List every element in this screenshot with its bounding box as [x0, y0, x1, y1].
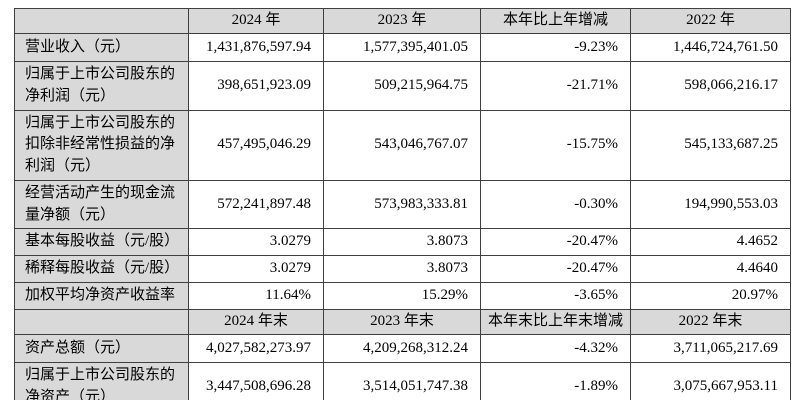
value-2022: 545,133,687.25 — [630, 109, 791, 181]
row-label: 归属于上市公司股东的净资产（元） — [14, 362, 189, 400]
header-2023-end: 2023 年末 — [323, 309, 481, 336]
value-change: -20.47% — [480, 228, 631, 257]
value-2024: 457,495,046.29 — [188, 109, 324, 181]
row-basic-eps: 基本每股收益（元/股） 3.0279 3.8073 -20.47% 4.4652 — [14, 228, 791, 257]
value-change: -20.47% — [480, 255, 631, 284]
value-change: -21.71% — [480, 61, 631, 111]
value-change: -9.23% — [480, 33, 631, 62]
value-2023: 543,046,767.07 — [323, 109, 481, 181]
value-2023: 509,215,964.75 — [323, 61, 481, 111]
header-2023: 2023 年 — [323, 8, 481, 34]
financial-summary-table: 2024 年 2023 年 本年比上年增减 2022 年 营业收入（元） 1,4… — [14, 8, 791, 400]
row-label: 营业收入（元） — [14, 33, 189, 62]
value-2022: 3,075,667,953.11 — [630, 362, 791, 400]
row-label: 基本每股收益（元/股） — [14, 228, 189, 257]
value-2023: 4,209,268,312.24 — [323, 334, 481, 364]
value-2022: 598,066,216.17 — [630, 61, 791, 111]
corner-cell — [14, 8, 189, 34]
header-2024-end: 2024 年末 — [188, 309, 324, 336]
value-2022: 1,446,724,761.50 — [630, 33, 791, 62]
value-2024: 1,431,876,597.94 — [188, 33, 324, 62]
row-label: 经营活动产生的现金流量净额（元） — [14, 179, 189, 230]
value-change: -3.65% — [480, 282, 631, 311]
value-2024: 3.0279 — [188, 255, 324, 284]
value-2023: 573,983,333.81 — [323, 179, 481, 230]
row-net-profit-attributable: 归属于上市公司股东的净利润（元） 398,651,923.09 509,215,… — [14, 61, 791, 111]
row-net-assets-attributable: 归属于上市公司股东的净资产（元） 3,447,508,696.28 3,514,… — [14, 362, 791, 400]
header-2024: 2024 年 — [188, 8, 324, 34]
annual-header-row: 2024 年 2023 年 本年比上年增减 2022 年 — [14, 8, 791, 34]
row-total-assets: 资产总额（元） 4,027,582,273.97 4,209,268,312.2… — [14, 334, 791, 364]
row-label: 归属于上市公司股东的扣除非经常性损益的净利润（元） — [14, 109, 189, 181]
header-yoy-change: 本年比上年增减 — [480, 8, 631, 34]
row-net-profit-excl-nonrecurring: 归属于上市公司股东的扣除非经常性损益的净利润（元） 457,495,046.29… — [14, 109, 791, 181]
value-2024: 572,241,897.48 — [188, 179, 324, 230]
value-change: -1.89% — [480, 362, 631, 400]
value-2024: 4,027,582,273.97 — [188, 334, 324, 364]
row-label: 加权平均净资产收益率 — [14, 282, 189, 311]
value-2024: 398,651,923.09 — [188, 61, 324, 111]
row-label: 归属于上市公司股东的净利润（元） — [14, 61, 189, 111]
header-2022-end: 2022 年末 — [630, 309, 791, 336]
header-2022: 2022 年 — [630, 8, 791, 34]
corner-cell — [14, 309, 189, 336]
period-end-header-row: 2024 年末 2023 年末 本年末比上年末增减 2022 年末 — [14, 309, 791, 336]
row-label: 稀释每股收益（元/股） — [14, 255, 189, 284]
row-weighted-avg-roe: 加权平均净资产收益率 11.64% 15.29% -3.65% 20.97% — [14, 282, 791, 311]
value-change: -4.32% — [480, 334, 631, 364]
row-diluted-eps: 稀释每股收益（元/股） 3.0279 3.8073 -20.47% 4.4640 — [14, 255, 791, 284]
value-2023: 15.29% — [323, 282, 481, 311]
value-2022: 4.4640 — [630, 255, 791, 284]
row-operating-revenue: 营业收入（元） 1,431,876,597.94 1,577,395,401.0… — [14, 33, 791, 62]
value-2023: 1,577,395,401.05 — [323, 33, 481, 62]
value-2024: 3.0279 — [188, 228, 324, 257]
value-change: -15.75% — [480, 109, 631, 181]
value-2022: 20.97% — [630, 282, 791, 311]
value-2024: 11.64% — [188, 282, 324, 311]
value-2022: 194,990,553.03 — [630, 179, 791, 230]
value-2022: 3,711,065,217.69 — [630, 334, 791, 364]
value-2024: 3,447,508,696.28 — [188, 362, 324, 400]
value-2023: 3.8073 — [323, 228, 481, 257]
value-2022: 4.4652 — [630, 228, 791, 257]
value-change: -0.30% — [480, 179, 631, 230]
row-label: 资产总额（元） — [14, 334, 189, 364]
row-operating-cash-flow: 经营活动产生的现金流量净额（元） 572,241,897.48 573,983,… — [14, 179, 791, 230]
value-2023: 3.8073 — [323, 255, 481, 284]
header-end-change: 本年末比上年末增减 — [480, 309, 631, 336]
value-2023: 3,514,051,747.38 — [323, 362, 481, 400]
